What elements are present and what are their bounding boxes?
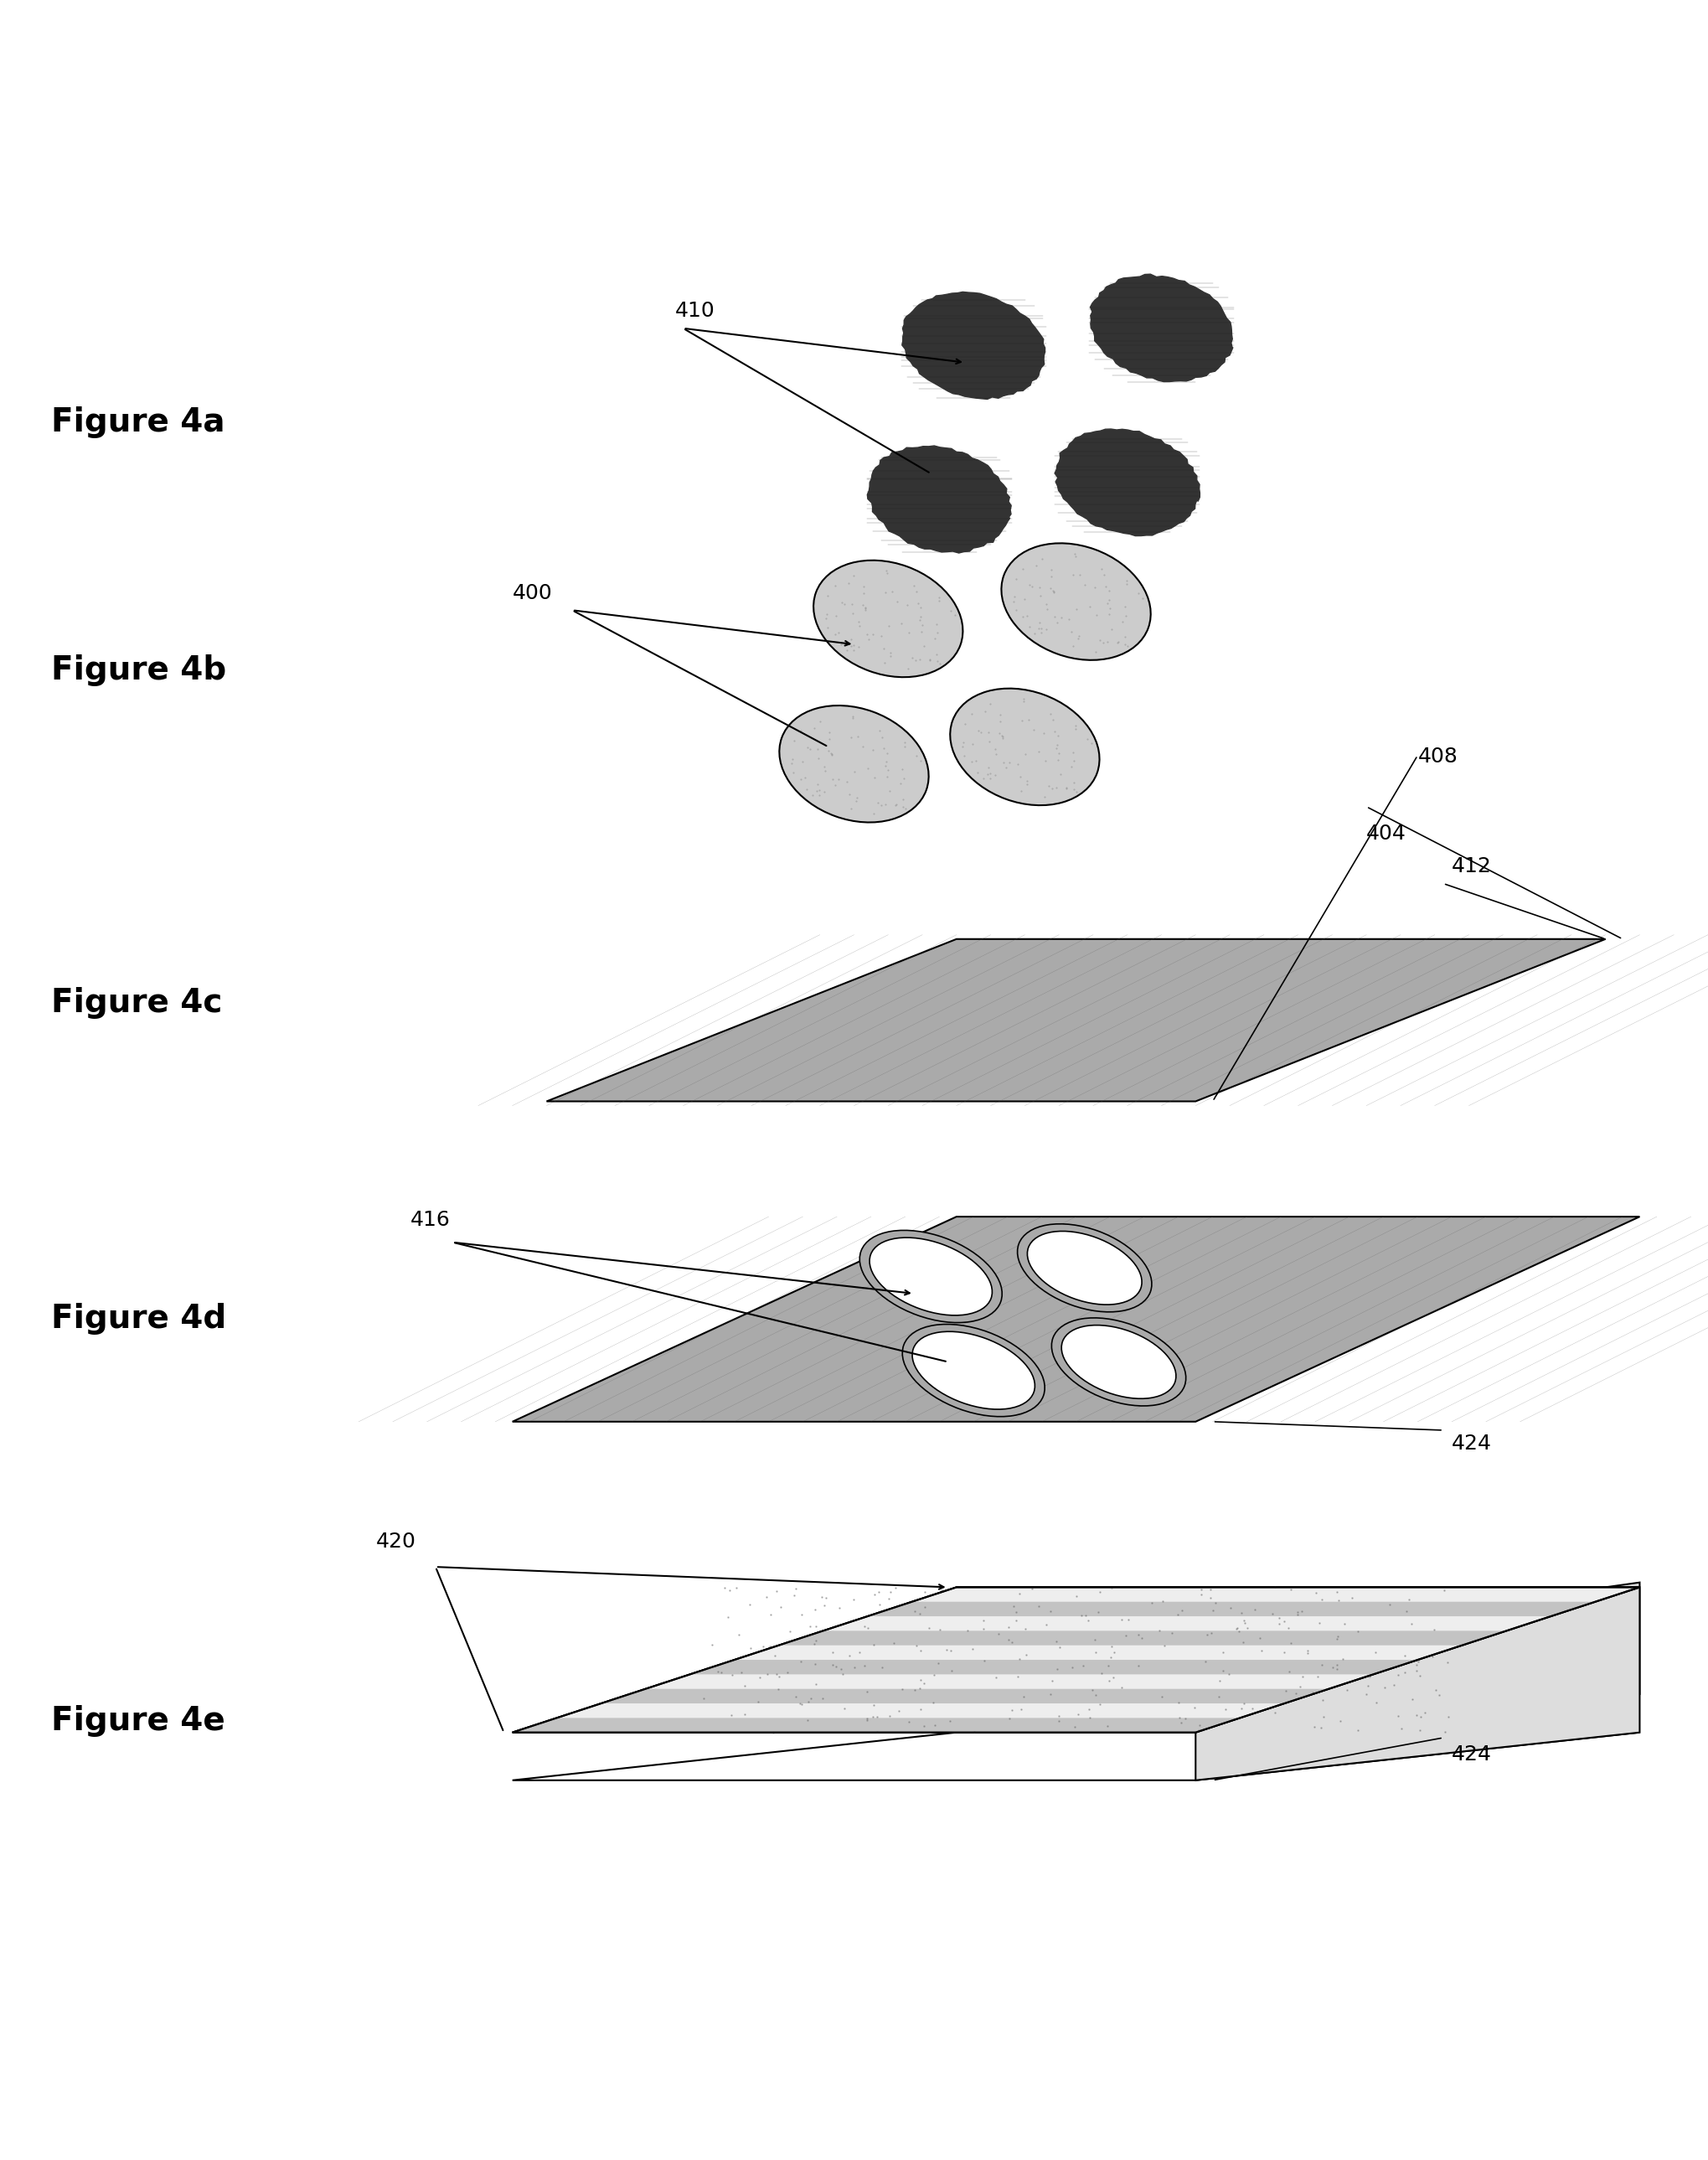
Polygon shape <box>868 1603 1595 1616</box>
Ellipse shape <box>869 1238 992 1315</box>
Polygon shape <box>690 1659 1418 1674</box>
Polygon shape <box>601 1689 1329 1704</box>
Text: 408: 408 <box>1418 747 1457 767</box>
Text: 404: 404 <box>1366 823 1406 845</box>
Text: 412: 412 <box>1452 855 1491 877</box>
Ellipse shape <box>902 1324 1045 1417</box>
Polygon shape <box>1090 274 1233 382</box>
Polygon shape <box>547 940 1606 1102</box>
Polygon shape <box>779 1631 1506 1646</box>
Ellipse shape <box>1027 1231 1143 1305</box>
Text: 410: 410 <box>675 300 714 322</box>
Ellipse shape <box>1018 1225 1151 1311</box>
Ellipse shape <box>1047 1246 1086 1272</box>
Ellipse shape <box>859 1231 1003 1322</box>
Text: 416: 416 <box>410 1210 449 1231</box>
Polygon shape <box>512 1588 1640 1732</box>
Ellipse shape <box>933 1348 975 1376</box>
Polygon shape <box>1056 430 1201 536</box>
Ellipse shape <box>813 559 963 676</box>
Polygon shape <box>868 445 1011 553</box>
Ellipse shape <box>912 1331 1035 1408</box>
Ellipse shape <box>1052 1318 1185 1406</box>
Ellipse shape <box>950 689 1100 806</box>
Text: 420: 420 <box>376 1531 415 1551</box>
Polygon shape <box>1196 1583 1640 1776</box>
Ellipse shape <box>1081 1341 1120 1367</box>
Text: Figure 4a: Figure 4a <box>51 406 225 438</box>
Text: 400: 400 <box>512 583 552 603</box>
Text: 424: 424 <box>1452 1745 1493 1765</box>
Polygon shape <box>902 292 1045 400</box>
Text: Figure 4c: Figure 4c <box>51 987 222 1020</box>
Text: Figure 4d: Figure 4d <box>51 1302 227 1335</box>
Ellipse shape <box>779 706 929 823</box>
Ellipse shape <box>890 1255 933 1281</box>
Ellipse shape <box>1001 542 1151 661</box>
Polygon shape <box>512 1216 1640 1421</box>
Text: Figure 4e: Figure 4e <box>51 1704 225 1737</box>
Polygon shape <box>512 1588 1640 1732</box>
Polygon shape <box>512 1732 1640 1780</box>
Ellipse shape <box>1061 1326 1177 1400</box>
Text: Figure 4b: Figure 4b <box>51 654 227 687</box>
Text: 424: 424 <box>1452 1434 1493 1454</box>
Polygon shape <box>1196 1588 1640 1780</box>
Polygon shape <box>512 1717 1240 1732</box>
